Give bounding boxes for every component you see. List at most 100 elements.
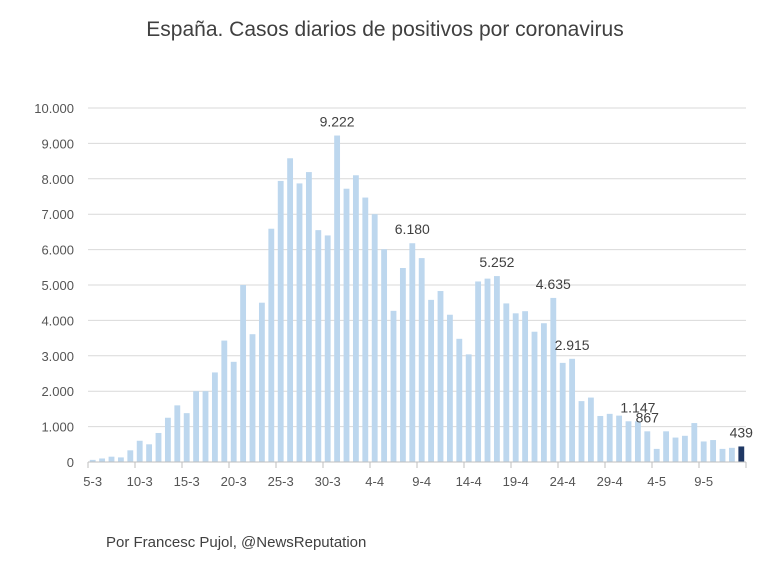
x-tick-label: 4-4 bbox=[365, 474, 384, 489]
data-label: 5.252 bbox=[479, 254, 514, 270]
bar-12-3 bbox=[155, 432, 162, 462]
data-label: 4.635 bbox=[536, 276, 571, 292]
bar-15-4 bbox=[475, 281, 482, 462]
bar-28-3 bbox=[305, 172, 312, 462]
x-tick-label: 24-4 bbox=[550, 474, 576, 489]
bar-27-3 bbox=[296, 183, 303, 463]
chart-title: España. Casos diarios de positivos por c… bbox=[146, 18, 624, 41]
bar-18-3 bbox=[211, 372, 218, 462]
bar-24-3 bbox=[268, 228, 275, 462]
footer-credit: Por Francesc Pujol, @NewsReputation bbox=[106, 534, 367, 551]
bar-5-5 bbox=[663, 431, 670, 462]
bar-26-3 bbox=[287, 158, 294, 462]
bar-7-3 bbox=[108, 456, 115, 462]
bar-5-4 bbox=[381, 249, 388, 462]
bar-8-5 bbox=[691, 423, 698, 462]
bar-7-5 bbox=[681, 435, 688, 462]
gridlines bbox=[88, 107, 746, 428]
bar-10-3 bbox=[136, 440, 143, 462]
bar-31-3 bbox=[334, 135, 341, 462]
bar-25-4 bbox=[569, 358, 576, 462]
bar-20-4 bbox=[522, 311, 529, 462]
bar-11-4 bbox=[437, 291, 444, 462]
x-tick-label: 5-3 bbox=[83, 474, 102, 489]
bars bbox=[89, 135, 745, 463]
bar-27-4 bbox=[587, 397, 594, 462]
x-tick-label: 30-3 bbox=[315, 474, 341, 489]
bar-21-4 bbox=[531, 331, 538, 462]
bar-6-5 bbox=[672, 437, 679, 462]
bar-13-5 bbox=[738, 446, 745, 462]
y-tick-label: 9.000 bbox=[41, 136, 74, 151]
bar-29-4 bbox=[606, 413, 613, 462]
x-tick-label: 15-3 bbox=[174, 474, 200, 489]
bar-16-3 bbox=[193, 391, 200, 462]
bar-5-3 bbox=[89, 459, 96, 462]
bar-13-3 bbox=[164, 417, 171, 462]
bar-25-3 bbox=[277, 180, 284, 462]
bar-19-4 bbox=[512, 313, 519, 462]
bar-2-4 bbox=[352, 175, 359, 462]
bar-15-3 bbox=[183, 413, 190, 462]
bar-6-3 bbox=[99, 458, 106, 462]
bar-17-3 bbox=[202, 391, 209, 462]
bar-4-5 bbox=[653, 448, 660, 462]
bar-12-4 bbox=[446, 314, 453, 462]
bar-8-4 bbox=[409, 243, 416, 462]
bar-9-3 bbox=[127, 450, 134, 462]
bar-13-4 bbox=[456, 338, 463, 462]
bar-11-3 bbox=[146, 444, 153, 462]
bar-3-4 bbox=[362, 197, 369, 462]
data-label: 2.915 bbox=[555, 337, 590, 353]
bar-1-4 bbox=[343, 188, 350, 462]
x-tick-label: 14-4 bbox=[456, 474, 482, 489]
bar-12-5 bbox=[728, 447, 735, 462]
bar-11-5 bbox=[719, 448, 726, 462]
bar-22-3 bbox=[249, 334, 256, 462]
y-tick-label: 6.000 bbox=[41, 243, 74, 258]
y-axis-ticks: 0 1.000 2.000 3.000 4.000 5.000 6.000 7.000 8.00… bbox=[34, 101, 74, 470]
bar-23-4 bbox=[550, 297, 557, 462]
bar-30-4 bbox=[616, 415, 623, 462]
bar-28-4 bbox=[597, 415, 604, 462]
y-tick-label: 7.000 bbox=[41, 207, 74, 222]
bar-14-4 bbox=[465, 354, 472, 462]
bar-4-4 bbox=[371, 214, 378, 462]
x-tick-label: 29-4 bbox=[597, 474, 623, 489]
bar-3-5 bbox=[644, 431, 651, 462]
y-tick-label: 2.000 bbox=[41, 384, 74, 399]
x-tick-label: 20-3 bbox=[221, 474, 247, 489]
bar-2-5 bbox=[634, 421, 641, 462]
y-tick-label: 3.000 bbox=[41, 349, 74, 364]
y-tick-label: 0 bbox=[67, 455, 74, 470]
x-axis-ticks: 5-3 10-3 15-3 20-3 25-3 30-3 4-4 9-4 14-4 19-4 24-… bbox=[83, 474, 713, 489]
bar-10-4 bbox=[428, 299, 435, 462]
bar-17-4 bbox=[493, 276, 500, 462]
bar-10-5 bbox=[710, 440, 717, 462]
bar-21-3 bbox=[240, 285, 247, 462]
bar-30-3 bbox=[324, 235, 331, 462]
bar-18-4 bbox=[503, 303, 510, 462]
data-label: 1.147 bbox=[620, 399, 655, 415]
y-tick-label: 10.000 bbox=[34, 101, 74, 116]
x-tick-label: 9-5 bbox=[694, 474, 713, 489]
bar-26-4 bbox=[578, 401, 585, 462]
data-label: 867 bbox=[636, 409, 660, 425]
x-tick-label: 25-3 bbox=[268, 474, 294, 489]
bar-8-3 bbox=[117, 457, 124, 462]
bar-16-4 bbox=[484, 278, 491, 462]
bar-9-4 bbox=[418, 258, 425, 462]
bar-14-3 bbox=[174, 405, 181, 462]
data-label: 6.180 bbox=[395, 221, 430, 237]
x-tick-label: 19-4 bbox=[503, 474, 529, 489]
bar-22-4 bbox=[540, 323, 547, 462]
bar-23-3 bbox=[258, 302, 265, 462]
bar-24-4 bbox=[559, 362, 566, 462]
data-label: 9.222 bbox=[320, 114, 355, 130]
y-tick-label: 1.000 bbox=[41, 420, 74, 435]
bar-9-5 bbox=[700, 441, 707, 462]
bar-6-4 bbox=[390, 310, 397, 462]
y-tick-label: 8.000 bbox=[41, 172, 74, 187]
